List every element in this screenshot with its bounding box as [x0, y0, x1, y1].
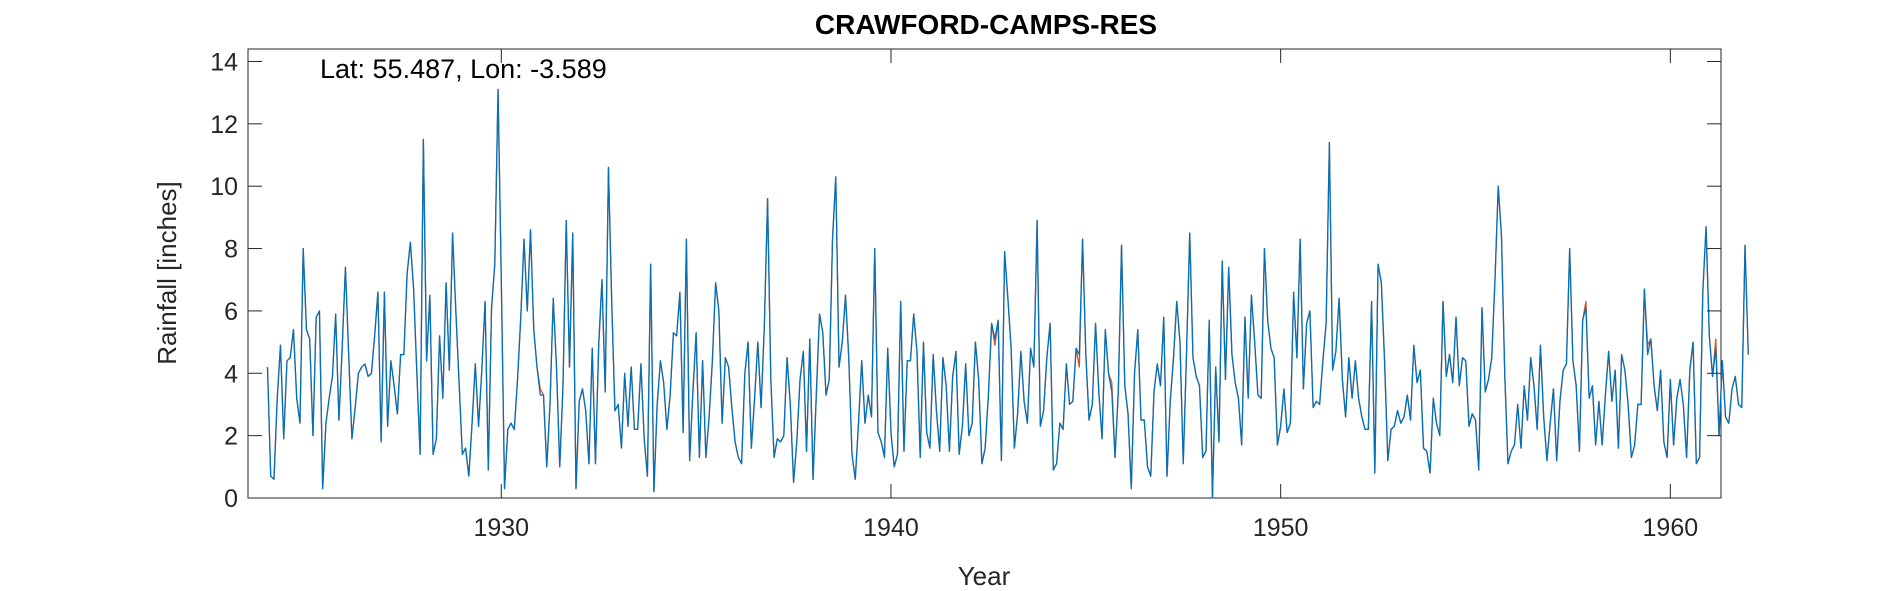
x-tick-label: 1950 — [1253, 514, 1309, 542]
y-tick-label: 6 — [224, 298, 238, 326]
y-tick-label: 4 — [224, 360, 238, 388]
x-axis-label: Year — [958, 561, 1011, 591]
x-tick-label: 1960 — [1643, 514, 1699, 542]
series-layer — [266, 88, 1749, 499]
y-tick-label: 0 — [224, 485, 238, 513]
x-tick-label: 1940 — [863, 514, 919, 542]
station-coordinates: Lat: 55.487, Lon: -3.589 — [320, 54, 607, 84]
chart-title: CRAWFORD-CAMPS-RES — [815, 9, 1157, 40]
y-tick-label: 8 — [224, 236, 238, 264]
y-tick-label: 14 — [210, 48, 238, 76]
y-tick-label: 2 — [224, 423, 238, 451]
y-tick-label: 12 — [210, 111, 238, 139]
x-tick-label: 1930 — [473, 514, 529, 542]
plot-area — [247, 48, 1722, 499]
y-tick-label: 10 — [210, 173, 238, 201]
y-axis-label: Rainfall [inches] — [152, 181, 182, 365]
series-line-2 — [266, 88, 1749, 499]
ticks-layer: 0 2 4 6 8 10 12 14 1930 1940 1950 1960 — [210, 48, 1721, 542]
